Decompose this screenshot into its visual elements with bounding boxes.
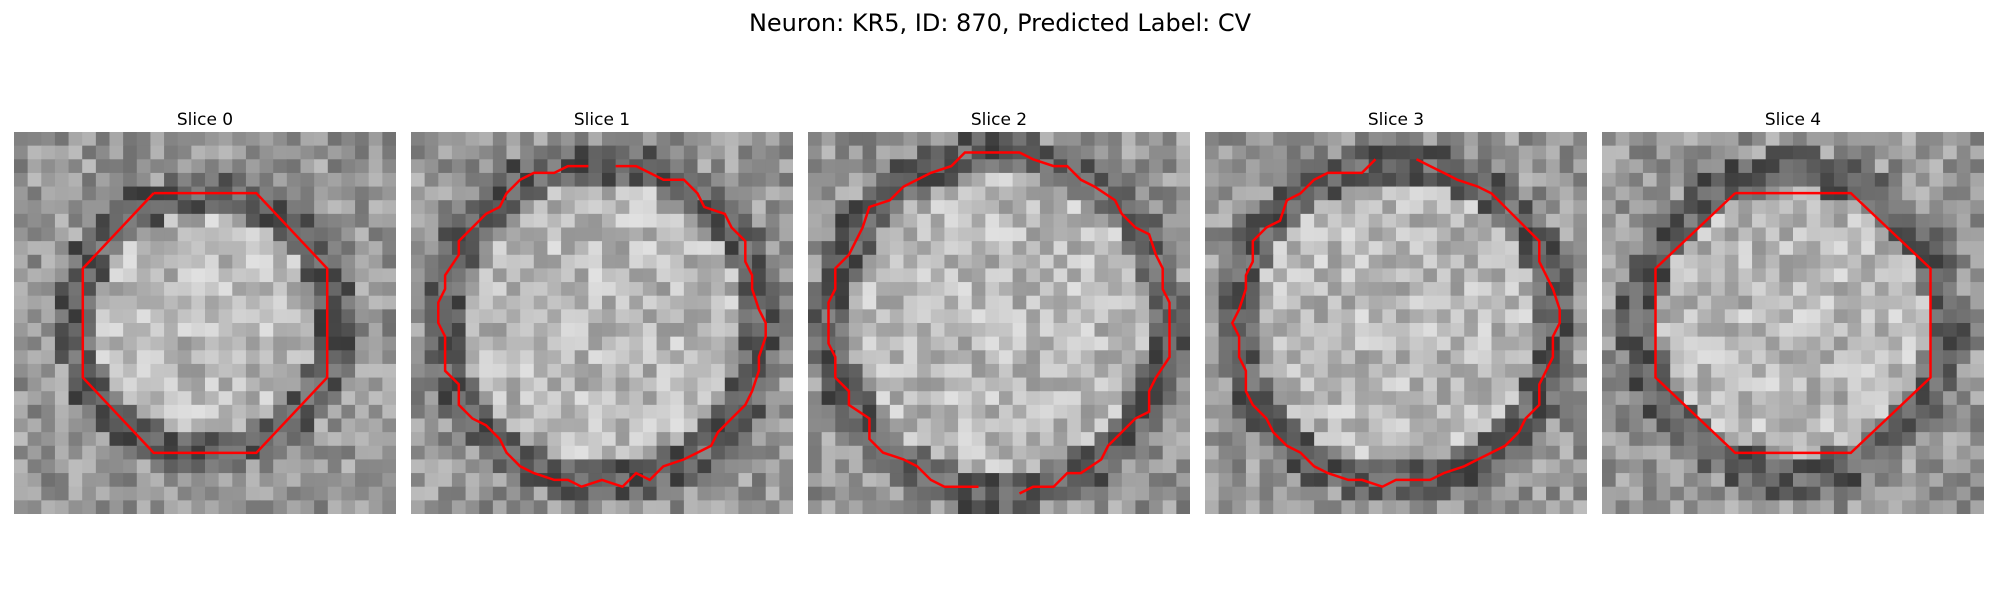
slice-svg-2 bbox=[808, 132, 1190, 514]
slice-image-4 bbox=[1602, 132, 1984, 514]
slice-svg-0 bbox=[14, 132, 396, 514]
slice-svg-4 bbox=[1602, 132, 1984, 514]
slice-title-2: Slice 2 bbox=[970, 110, 1028, 130]
slice-svg-3 bbox=[1205, 132, 1587, 514]
slice-image-3 bbox=[1205, 132, 1587, 514]
figure-title: Neuron: KR5, ID: 870, Predicted Label: C… bbox=[748, 9, 1252, 37]
slice-svg-1 bbox=[411, 132, 793, 514]
slice-panel-0: Slice 0 bbox=[14, 108, 396, 514]
pixel-grid bbox=[808, 132, 1190, 514]
slice-title-0: Slice 0 bbox=[176, 110, 234, 130]
slice-panel-3: Slice 3 bbox=[1205, 108, 1587, 514]
pixel-grid bbox=[1602, 132, 1984, 514]
contour-line bbox=[1654, 191, 1932, 455]
pixel-grid bbox=[411, 132, 793, 514]
pixel-grid bbox=[14, 132, 396, 514]
slice-panel-2: Slice 2 bbox=[808, 108, 1190, 514]
contour-line bbox=[827, 151, 1171, 495]
slice-panel-4: Slice 4 bbox=[1602, 108, 1984, 514]
pixel-grid bbox=[1205, 132, 1587, 514]
contour-line bbox=[1230, 158, 1561, 489]
slice-image-2 bbox=[808, 132, 1190, 514]
contour-line bbox=[81, 191, 329, 455]
slice-title-1: Slice 1 bbox=[573, 110, 631, 130]
slice-image-1 bbox=[411, 132, 793, 514]
slice-image-0 bbox=[14, 132, 396, 514]
contour-line bbox=[437, 164, 767, 489]
slice-panel-1: Slice 1 bbox=[411, 108, 793, 514]
slice-title-4: Slice 4 bbox=[1764, 110, 1822, 130]
slice-title-3: Slice 3 bbox=[1367, 110, 1425, 130]
